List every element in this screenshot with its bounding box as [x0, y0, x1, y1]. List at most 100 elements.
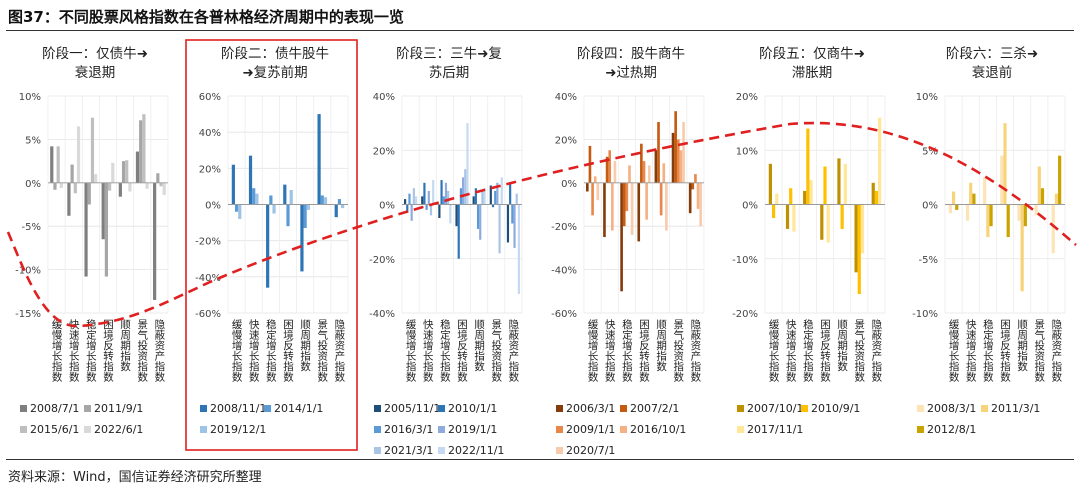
x-category-label: 顺周期指数 [655, 319, 667, 372]
bar [654, 150, 658, 183]
bar [645, 182, 648, 220]
legend-label: 2005/11/1 [384, 402, 440, 415]
bar [423, 182, 426, 205]
x-category-label: 顺周期指数 [299, 319, 311, 372]
bar [70, 164, 74, 183]
bar [139, 120, 143, 183]
bar [449, 204, 452, 224]
chart-panel-5: 阶段五：仅商牛➜ 滞胀期 20% 10% 0% -10% -20% 缓慢增长指数 快速增长指数稳… [732, 46, 886, 436]
panel-title-line: 衰退期 [75, 64, 116, 81]
x-category-label: 稳定增长指数 [265, 318, 277, 383]
bar [657, 122, 660, 183]
bar [479, 204, 482, 240]
legend-label: 2020/7/1 [566, 444, 615, 457]
bar [969, 182, 973, 205]
bar [820, 204, 824, 240]
panel-title-line: 阶段一：仅债牛➜ [42, 46, 148, 62]
legend-swatch [200, 426, 207, 433]
y-tick-label: 0% [379, 201, 395, 212]
legend-swatch [438, 447, 445, 454]
y-tick-label: -20% [369, 255, 395, 266]
bar [792, 204, 796, 232]
bar [515, 193, 518, 205]
x-category-label: 稳定增长指数 [982, 318, 994, 383]
bar [1058, 155, 1062, 205]
bar [823, 166, 827, 205]
bar [771, 204, 776, 219]
bar [464, 169, 467, 205]
x-category-label: 缓慢增长指数 [948, 318, 960, 383]
bar [826, 204, 830, 243]
bar [854, 204, 858, 273]
bar [625, 182, 629, 212]
bar [637, 182, 641, 242]
bar [506, 204, 510, 243]
x-category-label: 顺周期指数 [119, 319, 131, 372]
y-tick-label: -10% [732, 255, 758, 266]
bar [337, 199, 342, 205]
source-divider [6, 459, 1074, 460]
bar [837, 158, 841, 205]
bar [444, 182, 448, 205]
bar [1054, 193, 1059, 205]
y-tick-label: -20% [551, 222, 577, 233]
x-category-label: 快速增长指数 [965, 319, 977, 383]
legend-swatch [200, 405, 207, 412]
bar [696, 182, 700, 209]
bar [67, 182, 71, 216]
y-tick-label: 10% [19, 92, 41, 103]
bar [1000, 155, 1004, 205]
bar [50, 146, 54, 183]
bar [306, 204, 310, 210]
bar [266, 204, 270, 288]
bar [785, 204, 790, 229]
bar [76, 126, 81, 183]
bar [462, 177, 465, 205]
bar [111, 162, 115, 183]
bar [1051, 204, 1055, 254]
x-category-label: 景气投资指数 [316, 319, 328, 383]
bar [474, 188, 477, 205]
legend-label: 2016/3/1 [384, 423, 433, 436]
x-category-label: 困境反转指数 [638, 319, 650, 383]
chart-panel-1: 阶段一：仅债牛➜ 衰退期 10% 5% 0% -5% -10% -15% 缓慢增长指数 快速增长指… [15, 46, 169, 436]
legend-label: 2022/6/1 [94, 423, 143, 436]
y-tick-label: 5% [25, 135, 41, 146]
bar [662, 163, 666, 183]
y-tick-label: 20% [199, 164, 221, 175]
panel-title-line: 阶段四：股牛商牛 [577, 46, 685, 62]
bar [440, 180, 443, 205]
legend-swatch [556, 405, 563, 412]
bar [252, 188, 256, 205]
bar [142, 114, 146, 183]
x-category-label: 景气投资指数 [490, 319, 502, 383]
bar [972, 193, 976, 205]
y-tick-label: -10% [912, 309, 938, 320]
bar [104, 182, 108, 277]
figure-title: 图37：不同股票风格指数在各普林格经济周期中的表现一览 [8, 8, 404, 26]
panel-title-line: 苏后期 [429, 65, 470, 81]
bar [951, 191, 956, 205]
x-category-label: 快速增长指数 [68, 319, 80, 383]
x-category-label: 快速增长指数 [422, 319, 434, 383]
bar [334, 204, 338, 218]
bar [965, 204, 970, 221]
bar [699, 182, 702, 227]
y-tick-label: 0% [205, 201, 221, 212]
legend-swatch [801, 405, 808, 412]
bar [481, 190, 484, 205]
bar [694, 174, 697, 183]
x-category-label: 稳定增长指数 [621, 318, 633, 383]
y-tick-label: 0% [25, 179, 41, 190]
bar [1006, 204, 1010, 238]
y-tick-label: 0% [561, 179, 577, 190]
x-category-label: 隐蔽资产指数 [507, 319, 519, 383]
bar [303, 204, 307, 229]
bar [843, 163, 847, 205]
bar [591, 182, 594, 216]
bar [408, 193, 411, 205]
bar [955, 204, 959, 210]
bar [647, 165, 651, 183]
y-tick-label: 20% [555, 135, 577, 146]
